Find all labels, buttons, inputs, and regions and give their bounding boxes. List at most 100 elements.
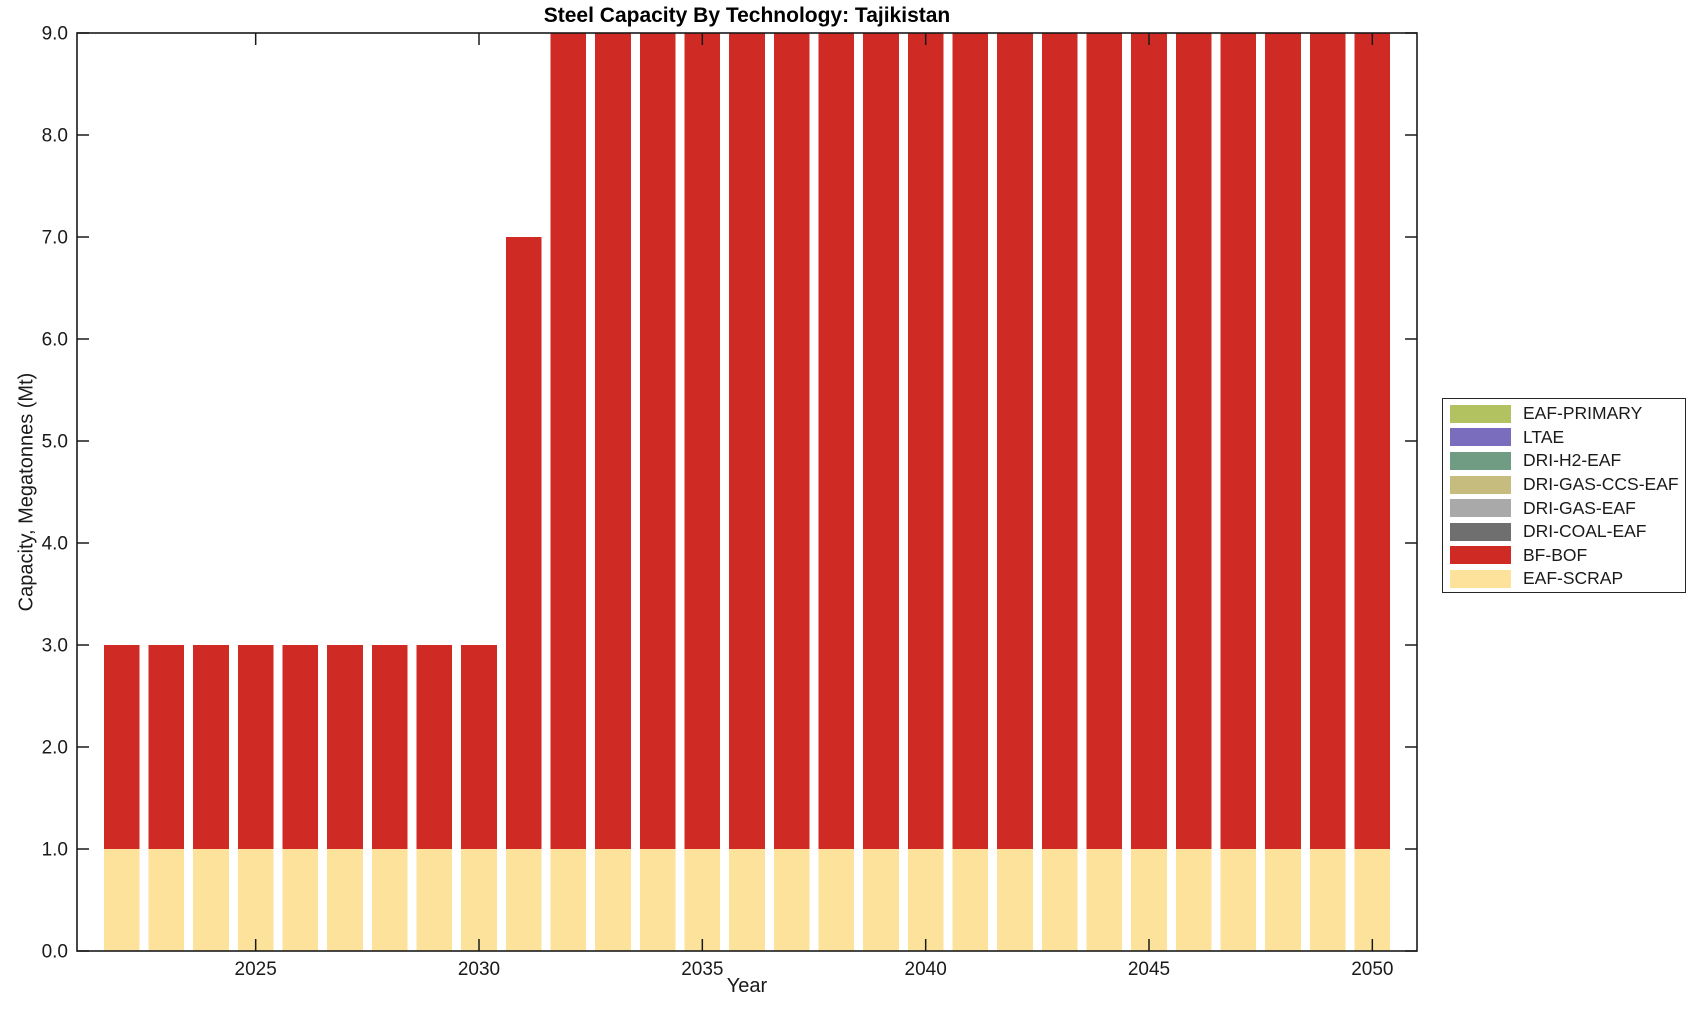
x-tick-label: 2025 [235,959,277,980]
bar-segment-bf-bof-2038 [818,33,855,849]
y-tick-label: 9.0 [42,24,68,45]
bar-segment-eaf-scrap-2025 [237,849,274,951]
bar-segment-bf-bof-2034 [639,33,676,849]
bar-segment-bf-bof-2033 [595,33,631,849]
bar-segment-bf-bof-2029 [416,645,453,849]
bar-segment-eaf-scrap-2039 [863,849,899,951]
y-tick-label: 0.0 [42,942,68,963]
bar-segment-eaf-scrap-2030 [461,849,497,951]
bar-segment-bf-bof-2041 [952,33,989,849]
legend-item-label: EAF-PRIMARY [1523,403,1643,424]
bar-segment-eaf-scrap-2033 [595,849,631,951]
y-tick-label: 4.0 [42,534,68,555]
bar-segment-bf-bof-2040 [907,33,944,849]
legend-item-dri-coal-eaf: DRI-COAL-EAF [1443,520,1685,544]
bar-segment-eaf-scrap-2047 [1220,849,1257,951]
bar-segment-eaf-scrap-2046 [1175,849,1212,951]
legend-item-eaf-primary: EAF-PRIMARY [1443,402,1685,426]
legend-swatch [1450,451,1511,470]
bar-segment-eaf-scrap-2028 [371,849,408,951]
bar-segment-eaf-scrap-2040 [907,849,944,951]
bar-segment-bf-bof-2023 [148,645,185,849]
legend-item-dri-h2-eaf: DRI-H2-EAF [1443,449,1685,473]
bar-segment-bf-bof-2035 [684,33,721,849]
legend-swatch [1450,475,1511,494]
legend-item-label: DRI-GAS-EAF [1523,497,1636,518]
axis-box [76,32,1418,952]
bar-segment-eaf-scrap-2041 [952,849,989,951]
bar-segment-eaf-scrap-2048 [1265,849,1301,951]
bar-segment-eaf-scrap-2027 [327,849,363,951]
bar-segment-eaf-scrap-2034 [639,849,676,951]
legend-item-label: BF-BOF [1523,544,1588,565]
bar-segment-eaf-scrap-2029 [416,849,453,951]
bar-segment-eaf-scrap-2037 [773,849,810,951]
x-axis-label: Year [726,975,768,997]
bar-segment-bf-bof-2037 [773,33,810,849]
legend-swatch [1450,499,1511,518]
bar-segment-eaf-scrap-2036 [729,849,765,951]
bar-segment-eaf-scrap-2031 [505,849,542,951]
legend-item-bf-bof: BF-BOF [1443,544,1685,568]
bar-segment-eaf-scrap-2035 [684,849,721,951]
x-tick-label: 2035 [681,959,723,980]
bar-segment-bf-bof-2044 [1086,33,1123,849]
bar-segment-bf-bof-2032 [550,33,587,849]
bar-segment-eaf-scrap-2038 [818,849,855,951]
legend-item-dri-gas-eaf: DRI-GAS-EAF [1443,496,1685,520]
legend-item-label: DRI-COAL-EAF [1523,521,1647,542]
bar-segment-bf-bof-2026 [282,645,319,849]
bar-segment-bf-bof-2025 [237,645,274,849]
bar-segment-bf-bof-2030 [461,645,497,849]
bar-segment-bf-bof-2024 [193,645,229,849]
bar-segment-bf-bof-2028 [371,645,408,849]
bar-segment-bf-bof-2047 [1220,33,1257,849]
bar-segment-bf-bof-2036 [729,33,765,849]
y-tick-label: 5.0 [42,432,68,453]
bar-segment-eaf-scrap-2045 [1131,849,1167,951]
legend-item-dri-gas-ccs-eaf: DRI-GAS-CCS-EAF [1443,473,1685,497]
y-tick-label: 3.0 [42,636,68,657]
bar-segment-bf-bof-2046 [1175,33,1212,849]
bar-segment-bf-bof-2048 [1265,33,1301,849]
bar-segment-bf-bof-2022 [103,645,140,849]
bar-segment-eaf-scrap-2032 [550,849,587,951]
bar-segment-eaf-scrap-2042 [997,849,1033,951]
legend-item-ltae: LTAE [1443,426,1685,450]
y-tick-label: 1.0 [42,840,68,861]
bar-segment-eaf-scrap-2044 [1086,849,1123,951]
y-tick-label: 8.0 [42,126,68,147]
bar-segment-eaf-scrap-2050 [1354,849,1391,951]
bar-segment-eaf-scrap-2043 [1041,849,1078,951]
bar-segment-bf-bof-2039 [863,33,899,849]
bar-segment-bf-bof-2049 [1309,33,1346,849]
x-tick-label: 2030 [458,959,500,980]
legend: EAF-PRIMARY LTAE DRI-H2-EAF DRI-GAS-CCS-EAF… [1442,398,1686,593]
y-tick-label: 2.0 [42,738,68,759]
legend-item-label: DRI-GAS-CCS-EAF [1523,474,1679,495]
legend-item-label: DRI-H2-EAF [1523,450,1622,471]
legend-item-label: EAF-SCRAP [1523,568,1624,589]
x-tick-label: 2045 [1128,959,1170,980]
bar-segment-bf-bof-2042 [997,33,1033,849]
x-tick-label: 2050 [1351,959,1393,980]
x-tick-label: 2040 [905,959,947,980]
bar-segment-bf-bof-2027 [327,645,363,849]
bar-segment-eaf-scrap-2022 [103,849,140,951]
bar-segment-eaf-scrap-2049 [1309,849,1346,951]
legend-swatch [1450,546,1511,565]
legend-swatch [1450,404,1511,423]
y-tick-label: 7.0 [42,228,68,249]
chart-title: Steel Capacity By Technology: Tajikistan [543,4,951,27]
legend-swatch [1450,428,1511,447]
legend-swatch [1450,569,1511,588]
bar-segment-bf-bof-2045 [1131,33,1167,849]
bar-segment-eaf-scrap-2023 [148,849,185,951]
legend-item-eaf-scrap: EAF-SCRAP [1443,567,1685,591]
bar-segment-bf-bof-2031 [505,237,542,849]
legend-item-label: LTAE [1523,426,1565,447]
legend-swatch [1450,522,1511,541]
y-tick-label: 6.0 [42,330,68,351]
bar-segment-bf-bof-2050 [1354,33,1391,849]
